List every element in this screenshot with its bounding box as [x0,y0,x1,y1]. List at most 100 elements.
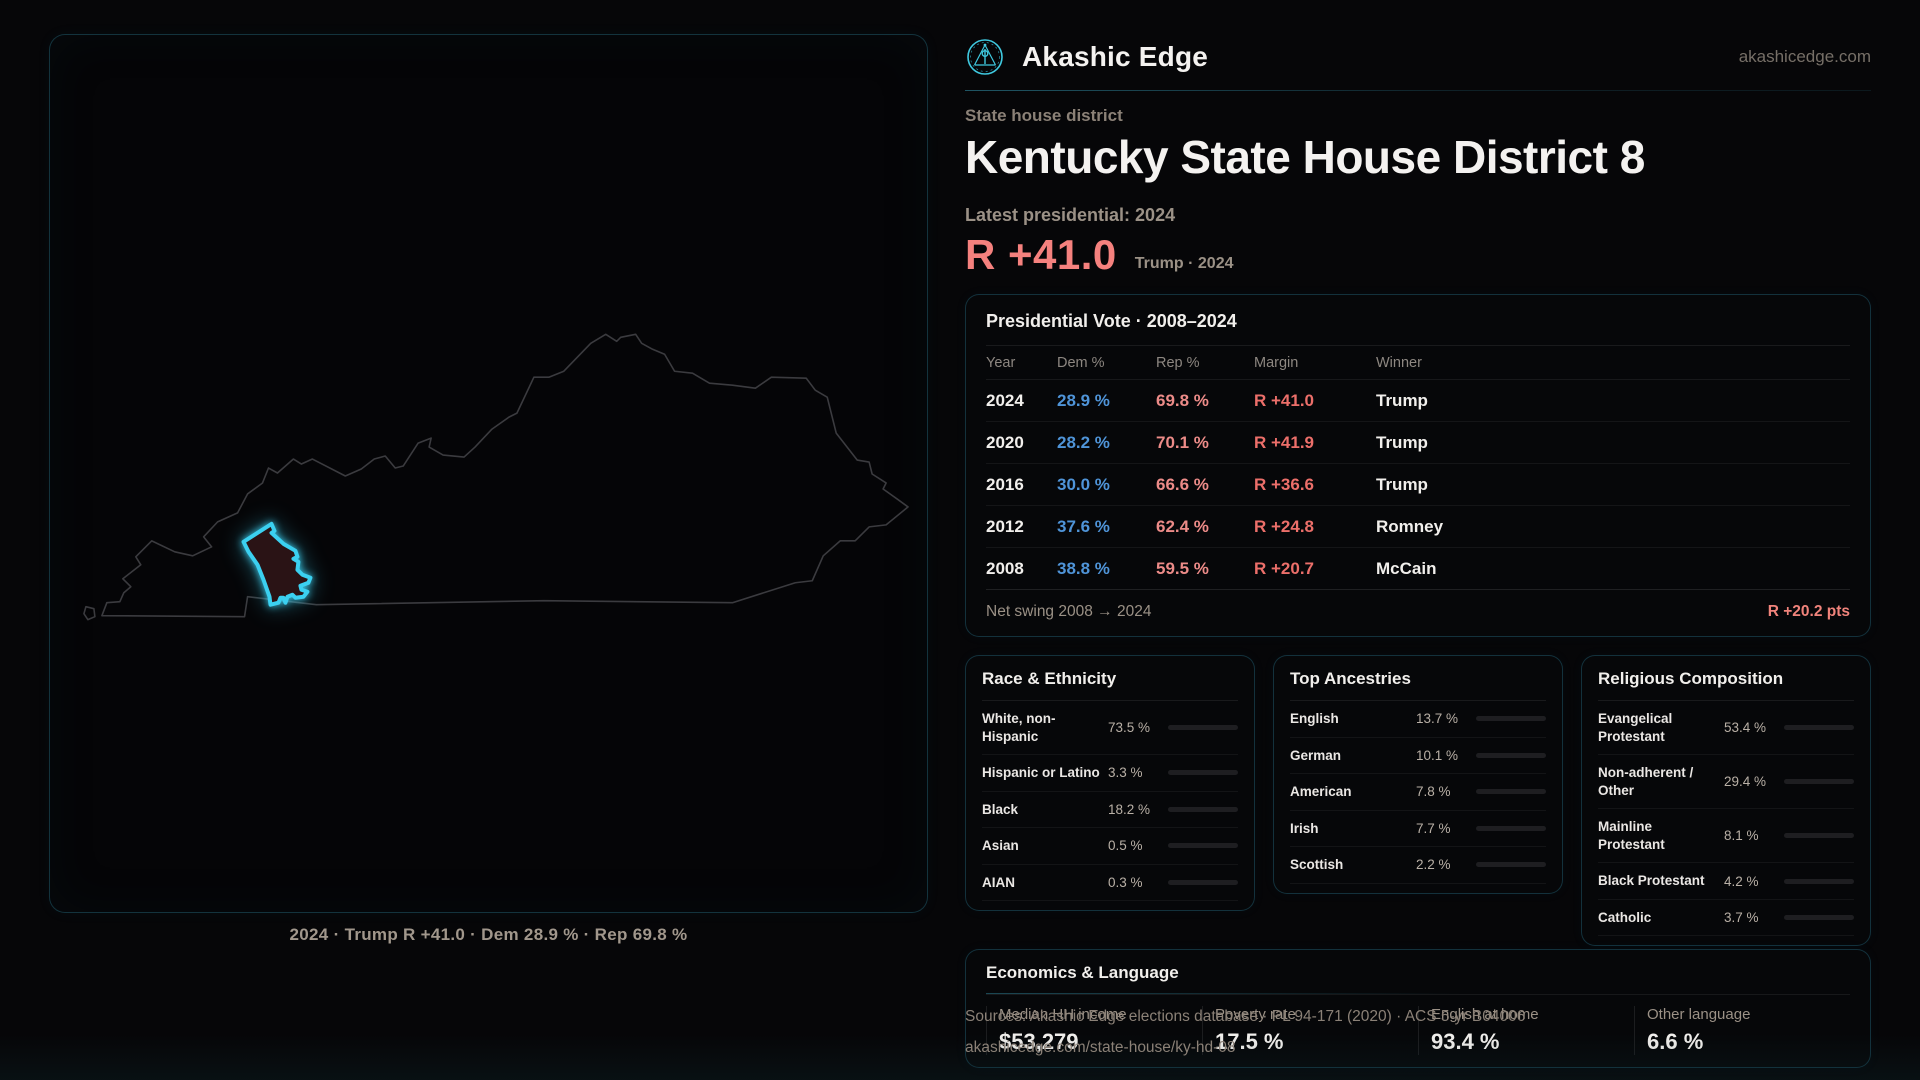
stat-label: English [1290,711,1339,726]
religion-panel-title: Religious Composition [1598,669,1854,701]
year-cell: 2016 [986,474,1024,494]
stat-label: American [1290,784,1352,800]
stat-row: Hispanic or Latino 3.3 % [982,755,1238,792]
presidential-panel-title: Presidential Vote · 2008–2024 [986,295,1850,346]
table-row: 2024 28.9 % 69.8 % R +41.0 Trump [986,380,1850,422]
stat-value: 7.7 % [1416,820,1451,836]
stat-bar [1784,779,1854,785]
table-row: 2012 37.6 % 62.4 % R +24.8 Romney [986,506,1850,548]
econ-stat-label: English at home [1431,1006,1539,1023]
stat-label: Asian [982,838,1019,854]
margin-cell: R +20.7 [1254,558,1315,578]
winner-cell: Trump [1376,432,1428,452]
column-margin: Margin [1254,354,1299,371]
net-swing-label: Net swing 2008 → 2024 [986,603,1152,620]
stat-row: White, non-Hispanic 73.5 % [982,701,1238,756]
district-8-shape[interactable] [241,521,313,607]
latest-presidential-label: Latest presidential: 2024 [965,205,1176,225]
stat-value: 3.3 % [1108,765,1143,781]
year-cell: 2012 [986,516,1024,536]
stat-value: 0.5 % [1108,838,1143,854]
margin-cell: R +41.0 [1254,390,1315,410]
stat-bar [1476,862,1546,868]
margin-cell: R +24.8 [1254,516,1315,536]
stat-bar [1168,770,1238,776]
econ-stat: Median HH income $53,279 [986,1006,1202,1055]
stat-value: 3.7 % [1724,910,1759,926]
stat-bar [1784,833,1854,839]
stat-bar [1784,725,1854,731]
section-kicker: State house district [965,106,1123,125]
top-ancestries-panel: Top Ancestries English 13.7 % German 10.… [1273,655,1563,894]
stat-label: AIAN [982,874,1015,890]
rep-pct-cell: 62.4 % [1156,516,1209,536]
stat-value: 8.1 % [1724,828,1759,844]
stat-label: Hispanic or Latino [982,765,1100,781]
stat-value: 18.2 % [1108,801,1151,817]
race-ethnicity-panel: Race & Ethnicity White, non-Hispanic 73.… [965,655,1255,912]
header-divider [965,90,1871,91]
margin-cell: R +41.9 [1254,432,1315,452]
stat-label: Black Protestant [1598,873,1705,889]
stat-label: German [1290,747,1342,763]
sources-url[interactable]: akashicedge.com/state-house/ky-hd-08 [965,1039,1236,1056]
winner-cell: Trump [1376,390,1428,410]
race-panel-title: Race & Ethnicity [982,669,1238,701]
stat-label: Scottish [1290,857,1344,873]
rep-pct-cell: 66.6 % [1156,474,1209,494]
dem-pct-cell: 30.0 % [1057,474,1110,494]
econ-stat-value: 17.5 % [1215,1029,1284,1054]
kentucky-map [83,333,909,621]
column-dem: Dem % [1057,354,1105,371]
stat-row: American 7.8 % [1290,774,1546,811]
economics-panel-title: Economics & Language [986,963,1850,995]
table-row: 2016 30.0 % 66.6 % R +36.6 Trump [986,464,1850,506]
stat-row: German 10.1 % [1290,738,1546,775]
map-caption: 2024 · Trump R +41.0 · Dem 28.9 % · Rep … [289,925,688,944]
year-cell: 2024 [986,390,1024,410]
race-rows: White, non-Hispanic 73.5 % Hispanic or L… [982,701,1238,902]
stat-label: Catholic [1598,909,1652,925]
stat-row: English 13.7 % [1290,701,1546,738]
headline-margin: R +41.0 Trump · 2024 [965,234,1233,276]
stat-label: Evangelical Protestant [1598,711,1673,744]
stat-value: 29.4 % [1724,774,1767,790]
stat-label: White, non-Hispanic [982,711,1056,744]
table-row: 2020 28.2 % 70.1 % R +41.9 Trump [986,422,1850,464]
winner-cell: McCain [1376,558,1437,578]
econ-stat: Poverty rate 17.5 % [1202,1006,1418,1055]
stat-row: AIAN 0.3 % [982,865,1238,902]
page-title: Kentucky State House District 8 [965,131,1645,183]
stat-row: Scottish 2.2 % [1290,847,1546,884]
brand-name[interactable]: Akashic Edge [1022,41,1209,72]
demographics-row: Race & Ethnicity White, non-Hispanic 73.… [965,655,1871,947]
column-winner: Winner [1376,354,1422,371]
stat-row: Catholic 3.7 % [1598,900,1854,937]
stat-bar [1168,843,1238,849]
stat-bar [1476,716,1546,722]
econ-stat-label: Median HH income [999,1006,1127,1023]
margin-cell: R +36.6 [1254,474,1315,494]
rep-pct-cell: 70.1 % [1156,432,1209,452]
stat-bar [1784,878,1854,884]
religious-composition-panel: Religious Composition Evangelical Protes… [1581,655,1871,947]
akashic-edge-logo-icon[interactable] [965,37,1005,77]
site-domain-link[interactable]: akashicedge.com [1738,47,1871,66]
net-swing-row: Net swing 2008 → 2024 R +20.2 pts [986,590,1850,634]
stat-value: 0.3 % [1108,875,1143,890]
stat-value: 10.1 % [1416,747,1459,763]
kentucky-bend-exclave [83,605,96,621]
econ-stat-value: 6.6 % [1647,1029,1704,1054]
stat-label: Non-adherent / Other [1598,765,1694,798]
religion-rows: Evangelical Protestant 53.4 % Non-adhere… [1598,701,1854,937]
stat-bar [1168,880,1238,885]
district-map-panel [49,34,928,913]
kentucky-state-outline [101,333,909,618]
stat-value: 2.2 % [1416,857,1451,873]
stat-value: 7.8 % [1416,784,1451,800]
winner-cell: Romney [1376,516,1444,536]
stat-label: Black [982,801,1019,817]
stat-bar [1168,806,1238,812]
stat-bar [1476,825,1546,831]
econ-stat-value: $53,279 [999,1029,1079,1054]
